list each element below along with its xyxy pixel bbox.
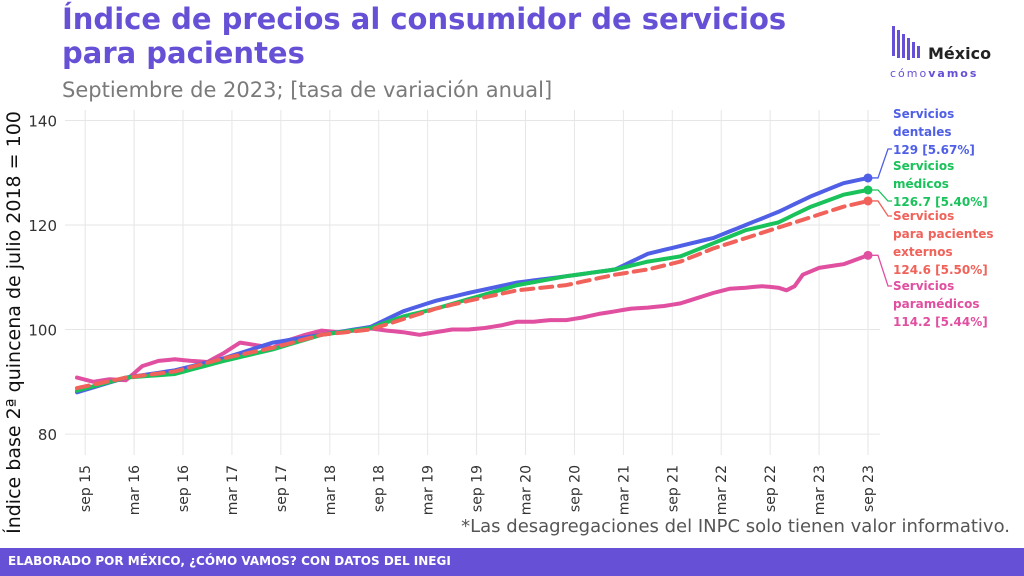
x-tick-label: sep 21 bbox=[665, 465, 681, 512]
mexico-como-vamos-logo: México cómovamos bbox=[890, 24, 1010, 84]
series-label-dentales: 129 [5.67%] bbox=[893, 143, 975, 157]
x-tick-label: mar 22 bbox=[714, 465, 730, 515]
series-label-externos: Servicios bbox=[893, 209, 954, 223]
x-tick-label: sep 23 bbox=[861, 465, 877, 512]
x-tick-label: sep 18 bbox=[372, 465, 388, 512]
chart-title: Índice de precios al consumidor de servi… bbox=[62, 2, 787, 70]
x-tick-label: mar 23 bbox=[812, 465, 828, 515]
x-tick-label: sep 16 bbox=[176, 465, 192, 512]
leader-line-medicos bbox=[868, 189, 892, 202]
footer-credit: ELABORADO POR MÉXICO, ¿CÓMO VAMOS? CON D… bbox=[8, 554, 451, 568]
footer-bar: ELABORADO POR MÉXICO, ¿CÓMO VAMOS? CON D… bbox=[0, 548, 1024, 576]
leader-line-externos bbox=[868, 200, 892, 217]
leader-line-paramedicos bbox=[868, 254, 892, 287]
y-tick-label: 80 bbox=[38, 426, 57, 444]
x-tick-label: mar 19 bbox=[421, 465, 437, 515]
x-tick-label: sep 15 bbox=[78, 465, 94, 512]
series-label-paramedicos: 114.2 [5.44%] bbox=[893, 315, 988, 329]
y-tick-label: 100 bbox=[28, 322, 57, 340]
line-chart: 80 100 120 140 sep 15 mar 16 sep 16 mar 17 sep 1… bbox=[2, 107, 994, 534]
logo-subtitle: cómovamos bbox=[890, 67, 978, 80]
series-label-medicos: médicos bbox=[893, 177, 949, 191]
series-label-externos: 124.6 [5.50%] bbox=[893, 263, 988, 277]
series-line-paramedicos bbox=[75, 253, 870, 384]
x-tick-label: mar 18 bbox=[323, 465, 339, 515]
series-label-externos: para pacientes bbox=[893, 227, 994, 241]
x-tick-label: sep 17 bbox=[274, 465, 290, 512]
y-tick-label: 140 bbox=[28, 112, 57, 130]
logo-sub-light: cómo bbox=[890, 67, 929, 80]
y-axis-label: Índice base 2ª quincena de julio 2018 = … bbox=[2, 111, 25, 534]
logo-bars-icon bbox=[892, 26, 920, 60]
chart-subtitle: Septiembre de 2023; [tasa de variación a… bbox=[62, 78, 553, 102]
x-tick-label: mar 17 bbox=[225, 465, 241, 515]
series-label-externos: externos bbox=[893, 245, 953, 259]
x-tick-label: mar 16 bbox=[127, 465, 143, 515]
y-tick-label: 120 bbox=[28, 217, 57, 235]
leader-line-dentales bbox=[868, 148, 892, 179]
series-label-medicos: Servicios bbox=[893, 159, 954, 173]
series-label-paramedicos: Servicios bbox=[893, 279, 954, 293]
footnote: *Las desagregaciones del INPC solo tiene… bbox=[461, 516, 1010, 537]
series-label-dentales: Servicios bbox=[893, 107, 954, 121]
series-label-medicos: 126.7 [5.40%] bbox=[893, 195, 988, 209]
x-tick-label: sep 19 bbox=[470, 465, 486, 512]
x-tick-label: mar 20 bbox=[519, 465, 535, 515]
x-tick-label: mar 21 bbox=[616, 465, 632, 515]
series-label-dentales: dentales bbox=[893, 125, 952, 139]
x-tick-label: sep 22 bbox=[763, 465, 779, 512]
series-line-externos bbox=[75, 199, 870, 391]
series-label-paramedicos: paramédicos bbox=[893, 297, 980, 311]
logo-sub-bold: vamos bbox=[928, 67, 979, 80]
logo-word: México bbox=[928, 44, 992, 63]
x-tick-label: sep 20 bbox=[567, 465, 583, 512]
